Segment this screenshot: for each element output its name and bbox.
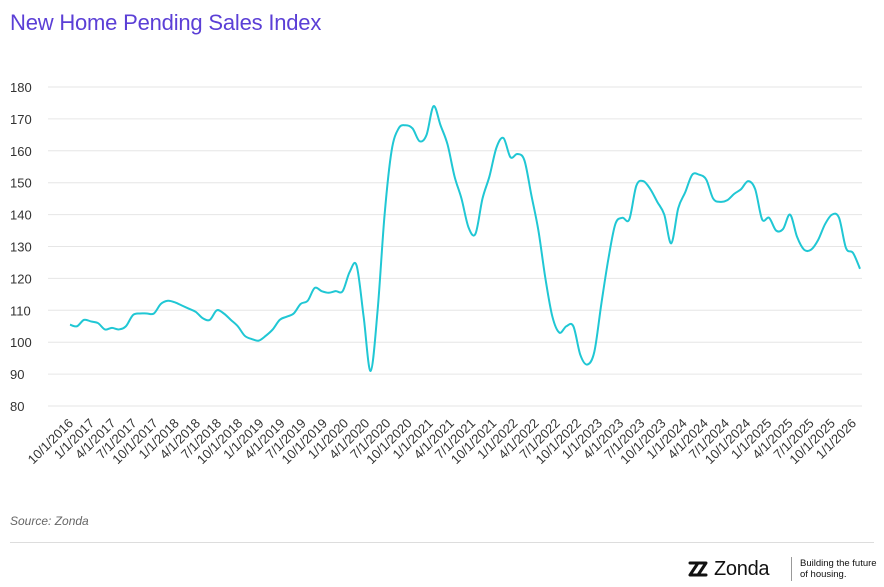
y-tick-label: 140 — [10, 208, 32, 223]
brand-tagline: Building the future of housing. — [800, 558, 880, 580]
y-tick-label: 130 — [10, 240, 32, 255]
brand-name: Zonda — [714, 558, 770, 580]
y-tick-label: 180 — [10, 80, 32, 95]
line-chart: 80 90 100 110 120 130 140 150 160 170 180 10/1/201… — [10, 80, 862, 468]
brand-tagline-line1: Building the future — [800, 558, 877, 569]
y-tick-label: 150 — [10, 176, 32, 191]
y-tick-label: 120 — [10, 271, 32, 286]
y-tick-label: 170 — [10, 112, 32, 127]
chart-title: New Home Pending Sales Index — [10, 10, 322, 35]
zonda-z-icon — [688, 561, 708, 577]
source-note: Source: Zonda — [10, 514, 89, 528]
y-tick-label: 90 — [10, 367, 24, 382]
grid-lines — [48, 86, 862, 407]
y-tick-label: 80 — [10, 399, 24, 414]
series-line — [69, 105, 861, 372]
series-layer — [69, 105, 861, 372]
y-tick-label: 100 — [10, 335, 32, 350]
y-axis-ticks: 80 90 100 110 120 130 140 150 160 170 180 — [10, 80, 32, 414]
y-tick-label: 110 — [10, 303, 31, 318]
x-axis-ticks: 10/1/20161/1/20174/1/20177/1/201710/1/20… — [25, 416, 860, 468]
footer-divider — [10, 542, 874, 543]
brand-separator — [791, 557, 792, 581]
y-tick-label: 160 — [10, 144, 32, 159]
brand-tagline-line2: of housing. — [800, 568, 847, 580]
